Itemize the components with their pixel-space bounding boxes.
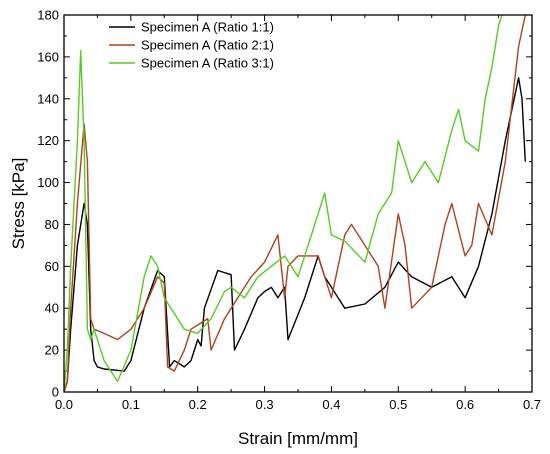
series-line-1	[64, 77, 526, 392]
x-tick-labels: 0.0 0.1 0.2 0.3 0.4 0.5 0.6 0.7	[55, 397, 541, 412]
plot-frame	[63, 14, 533, 393]
x-tick-label: 0.4	[322, 397, 340, 412]
y-tick-label: 20	[45, 343, 59, 358]
y-tick-label: 160	[37, 49, 59, 64]
y-tick-label: 100	[37, 175, 59, 190]
x-tick-label: 0.6	[456, 397, 474, 412]
y-tick-label: 60	[45, 259, 59, 274]
x-axis-title: Strain [mm/mm]	[238, 429, 358, 448]
x-tick-label: 0.7	[523, 397, 541, 412]
y-tick-label: 140	[37, 91, 59, 106]
legend-label: Specimen A (Ratio 3:1)	[141, 56, 274, 71]
x-tick-label: 0.3	[256, 397, 274, 412]
legend-label: Specimen A (Ratio 1:1)	[141, 20, 274, 35]
x-tick-label: 0.1	[122, 397, 140, 412]
x-tick-label: 0.2	[189, 397, 207, 412]
y-tick-labels: 0 20 40 60 80 100 120 140 160 180	[37, 8, 59, 400]
legend-label: Specimen A (Ratio 2:1)	[141, 38, 274, 53]
x-tick-label: 0.5	[389, 397, 407, 412]
series-lines	[64, 15, 526, 392]
series-line-2	[64, 15, 526, 392]
y-tick-label: 0	[52, 385, 59, 400]
y-tick-label: 80	[45, 217, 59, 232]
y-tick-label: 120	[37, 133, 59, 148]
y-tick-label: 40	[45, 301, 59, 316]
series-line-3	[64, 15, 503, 392]
x-tick-label: 0.0	[55, 397, 73, 412]
y-tick-label: 180	[37, 8, 59, 23]
y-axis-title: Stress [kPa]	[9, 158, 28, 250]
legend: Specimen A (Ratio 1:1) Specimen A (Ratio …	[109, 20, 274, 71]
